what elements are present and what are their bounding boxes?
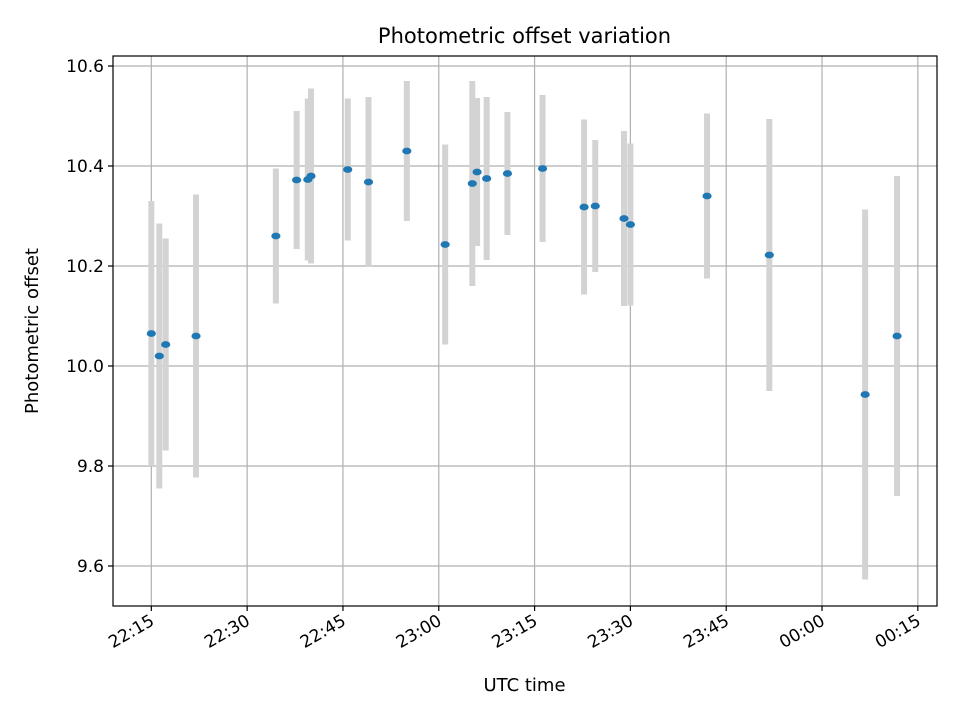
data-point — [590, 202, 600, 210]
data-point — [619, 215, 629, 222]
data-point — [702, 192, 712, 200]
data-point — [860, 391, 870, 398]
data-point — [537, 165, 548, 172]
y-tick-label: 10.2 — [66, 257, 104, 277]
y-tick-label: 10.4 — [66, 157, 104, 177]
y-axis-ticks: 9.6 9.8 10.0 10.2 10.4 10.6 — [66, 57, 113, 577]
data-point — [440, 241, 450, 248]
y-tick-label: 10.0 — [66, 357, 104, 377]
data-point — [363, 178, 374, 186]
data-point — [472, 168, 482, 176]
chart-title: Photometric offset variation — [378, 24, 671, 48]
x-axis-label: UTC time — [483, 675, 565, 696]
data-point — [402, 147, 412, 155]
data-point — [892, 332, 902, 340]
y-tick-label: 10.6 — [66, 57, 104, 77]
data-point — [161, 341, 171, 348]
data-point — [482, 175, 492, 182]
data-point — [146, 330, 156, 337]
data-point — [579, 203, 589, 211]
data-point — [154, 352, 164, 360]
data-point — [625, 221, 635, 228]
y-axis-label: Photometric offset — [22, 248, 43, 414]
data-point — [764, 251, 774, 259]
plot-frame — [112, 55, 938, 607]
data-point — [191, 332, 201, 340]
data-point — [306, 172, 316, 180]
data-point — [343, 166, 353, 173]
data-point — [467, 180, 477, 187]
y-tick-label: 9.6 — [77, 557, 104, 577]
grid-lines — [113, 56, 937, 606]
data-point — [271, 232, 281, 240]
data-points — [146, 147, 902, 398]
data-point — [502, 170, 513, 177]
y-tick-label: 9.8 — [77, 457, 104, 477]
data-point — [292, 176, 302, 184]
